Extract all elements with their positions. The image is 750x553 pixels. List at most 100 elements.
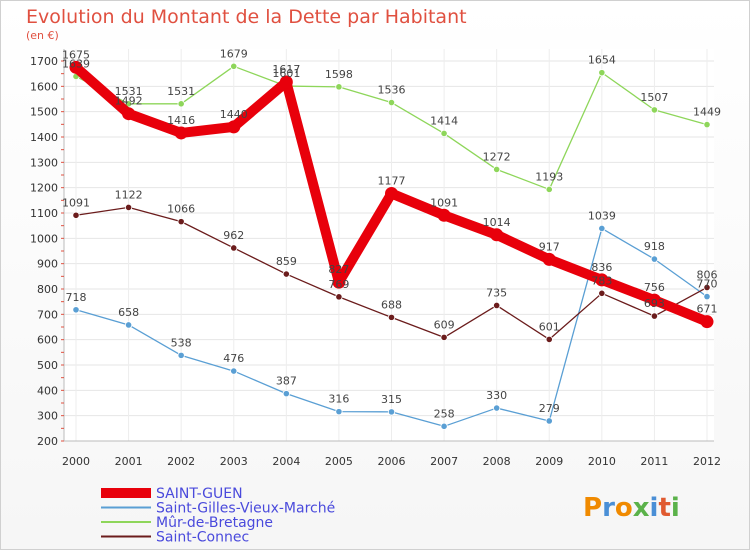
grid bbox=[64, 49, 714, 442]
data-point bbox=[387, 98, 396, 107]
data-point bbox=[335, 408, 343, 416]
y-tick-label: 1400 bbox=[30, 131, 58, 144]
data-point bbox=[703, 283, 711, 292]
data-point bbox=[647, 293, 661, 307]
data-label: 1531 bbox=[115, 85, 143, 98]
plot-area bbox=[64, 49, 714, 441]
data-point bbox=[440, 333, 448, 341]
data-point bbox=[177, 218, 185, 226]
y-tick-label: 1000 bbox=[30, 232, 58, 245]
data-point bbox=[598, 289, 606, 297]
data-label: 1066 bbox=[167, 203, 195, 216]
data-label: 1416 bbox=[167, 114, 195, 127]
y-tick-label: 500 bbox=[37, 359, 58, 372]
data-point bbox=[279, 75, 293, 89]
data-label: 1679 bbox=[220, 47, 248, 60]
data-point bbox=[72, 211, 80, 219]
data-point bbox=[595, 273, 609, 287]
y-tick-label: 400 bbox=[37, 384, 58, 397]
data-point bbox=[545, 417, 553, 425]
data-label: 1039 bbox=[588, 209, 616, 222]
data-label: 258 bbox=[434, 407, 455, 420]
data-label: 1639 bbox=[62, 57, 90, 70]
series-saint-guen bbox=[69, 60, 714, 329]
data-point bbox=[174, 126, 188, 140]
x-tick-label: 2002 bbox=[167, 455, 195, 468]
series-layer: 1675 1492 1416 1440 1617 827 1177 1091 1014 917 83… bbox=[62, 47, 721, 430]
data-point bbox=[387, 408, 396, 416]
data-label: 1675 bbox=[62, 48, 90, 61]
y-tick-label: 1300 bbox=[30, 156, 58, 169]
data-point bbox=[335, 293, 343, 301]
data-label: 1122 bbox=[115, 188, 143, 201]
chart-title: Evolution du Montant de la Dette par Hab… bbox=[26, 6, 467, 28]
data-label: 1449 bbox=[693, 106, 721, 119]
data-point bbox=[124, 203, 133, 212]
series-saint-gilles-vieux-march- bbox=[72, 224, 711, 430]
data-label: 718 bbox=[66, 291, 87, 304]
data-label: 859 bbox=[276, 255, 297, 268]
x-tick-label: 2006 bbox=[378, 455, 406, 468]
data-point bbox=[282, 270, 290, 278]
data-label: 609 bbox=[434, 318, 455, 331]
data-label: 962 bbox=[223, 229, 244, 242]
data-label: 330 bbox=[486, 389, 507, 402]
data-point bbox=[703, 120, 711, 129]
x-tick-label: 2010 bbox=[588, 455, 616, 468]
y-tick-label: 1200 bbox=[30, 182, 58, 195]
data-label: 387 bbox=[276, 375, 297, 388]
data-label: 1507 bbox=[640, 91, 668, 104]
x-tick-label: 2008 bbox=[483, 455, 511, 468]
data-point bbox=[124, 100, 133, 108]
data-label: 476 bbox=[223, 352, 244, 365]
data-label: 1414 bbox=[430, 114, 458, 127]
axes: 200 300 400 500 600 700 800 900 1000 1100 1200 1300… bbox=[30, 49, 721, 468]
data-label: 1440 bbox=[220, 108, 248, 121]
data-point bbox=[493, 165, 501, 174]
data-point bbox=[230, 62, 238, 70]
data-label: 538 bbox=[171, 336, 192, 349]
data-label: 827 bbox=[328, 263, 349, 276]
data-label: 1536 bbox=[378, 84, 406, 97]
data-point bbox=[650, 106, 659, 114]
data-point bbox=[177, 351, 185, 359]
data-point bbox=[387, 313, 396, 321]
x-tick-label: 2011 bbox=[640, 455, 668, 468]
legend-label: Mûr-de-Bretagne bbox=[156, 515, 273, 531]
data-label: 917 bbox=[539, 240, 560, 253]
x-tick-label: 2012 bbox=[693, 455, 721, 468]
data-label: 769 bbox=[328, 278, 349, 291]
proxiti-logo: Proxiti bbox=[583, 493, 680, 523]
data-label: 1177 bbox=[378, 174, 406, 187]
series-saint-connec bbox=[72, 203, 711, 344]
x-tick-label: 2004 bbox=[272, 455, 300, 468]
data-label: 688 bbox=[381, 298, 402, 311]
data-point bbox=[545, 185, 553, 194]
data-point bbox=[493, 404, 501, 412]
data-label: 279 bbox=[539, 402, 560, 415]
data-label: 1091 bbox=[430, 196, 458, 209]
data-label: 1601 bbox=[272, 67, 300, 80]
data-label: 1272 bbox=[483, 150, 511, 163]
data-label: 1091 bbox=[62, 196, 90, 209]
chart-subtitle: (en €) bbox=[26, 29, 59, 42]
data-label: 601 bbox=[539, 320, 560, 333]
data-label: 756 bbox=[644, 281, 665, 294]
data-point bbox=[490, 228, 504, 242]
data-point bbox=[72, 306, 80, 314]
data-point bbox=[282, 390, 290, 398]
data-label: 836 bbox=[591, 261, 612, 274]
data-label: 315 bbox=[381, 393, 402, 406]
y-tick-label: 1700 bbox=[30, 55, 58, 68]
data-label: 1531 bbox=[167, 85, 195, 98]
legend-label: Saint-Gilles-Vieux-Marché bbox=[156, 501, 335, 517]
data-label: 770 bbox=[697, 278, 718, 291]
data-label: 316 bbox=[328, 393, 349, 406]
data-point bbox=[124, 321, 133, 329]
data-label: 918 bbox=[644, 240, 665, 253]
x-tick-label: 2009 bbox=[535, 455, 563, 468]
data-label: 1617 bbox=[272, 63, 300, 76]
data-point bbox=[332, 275, 346, 289]
